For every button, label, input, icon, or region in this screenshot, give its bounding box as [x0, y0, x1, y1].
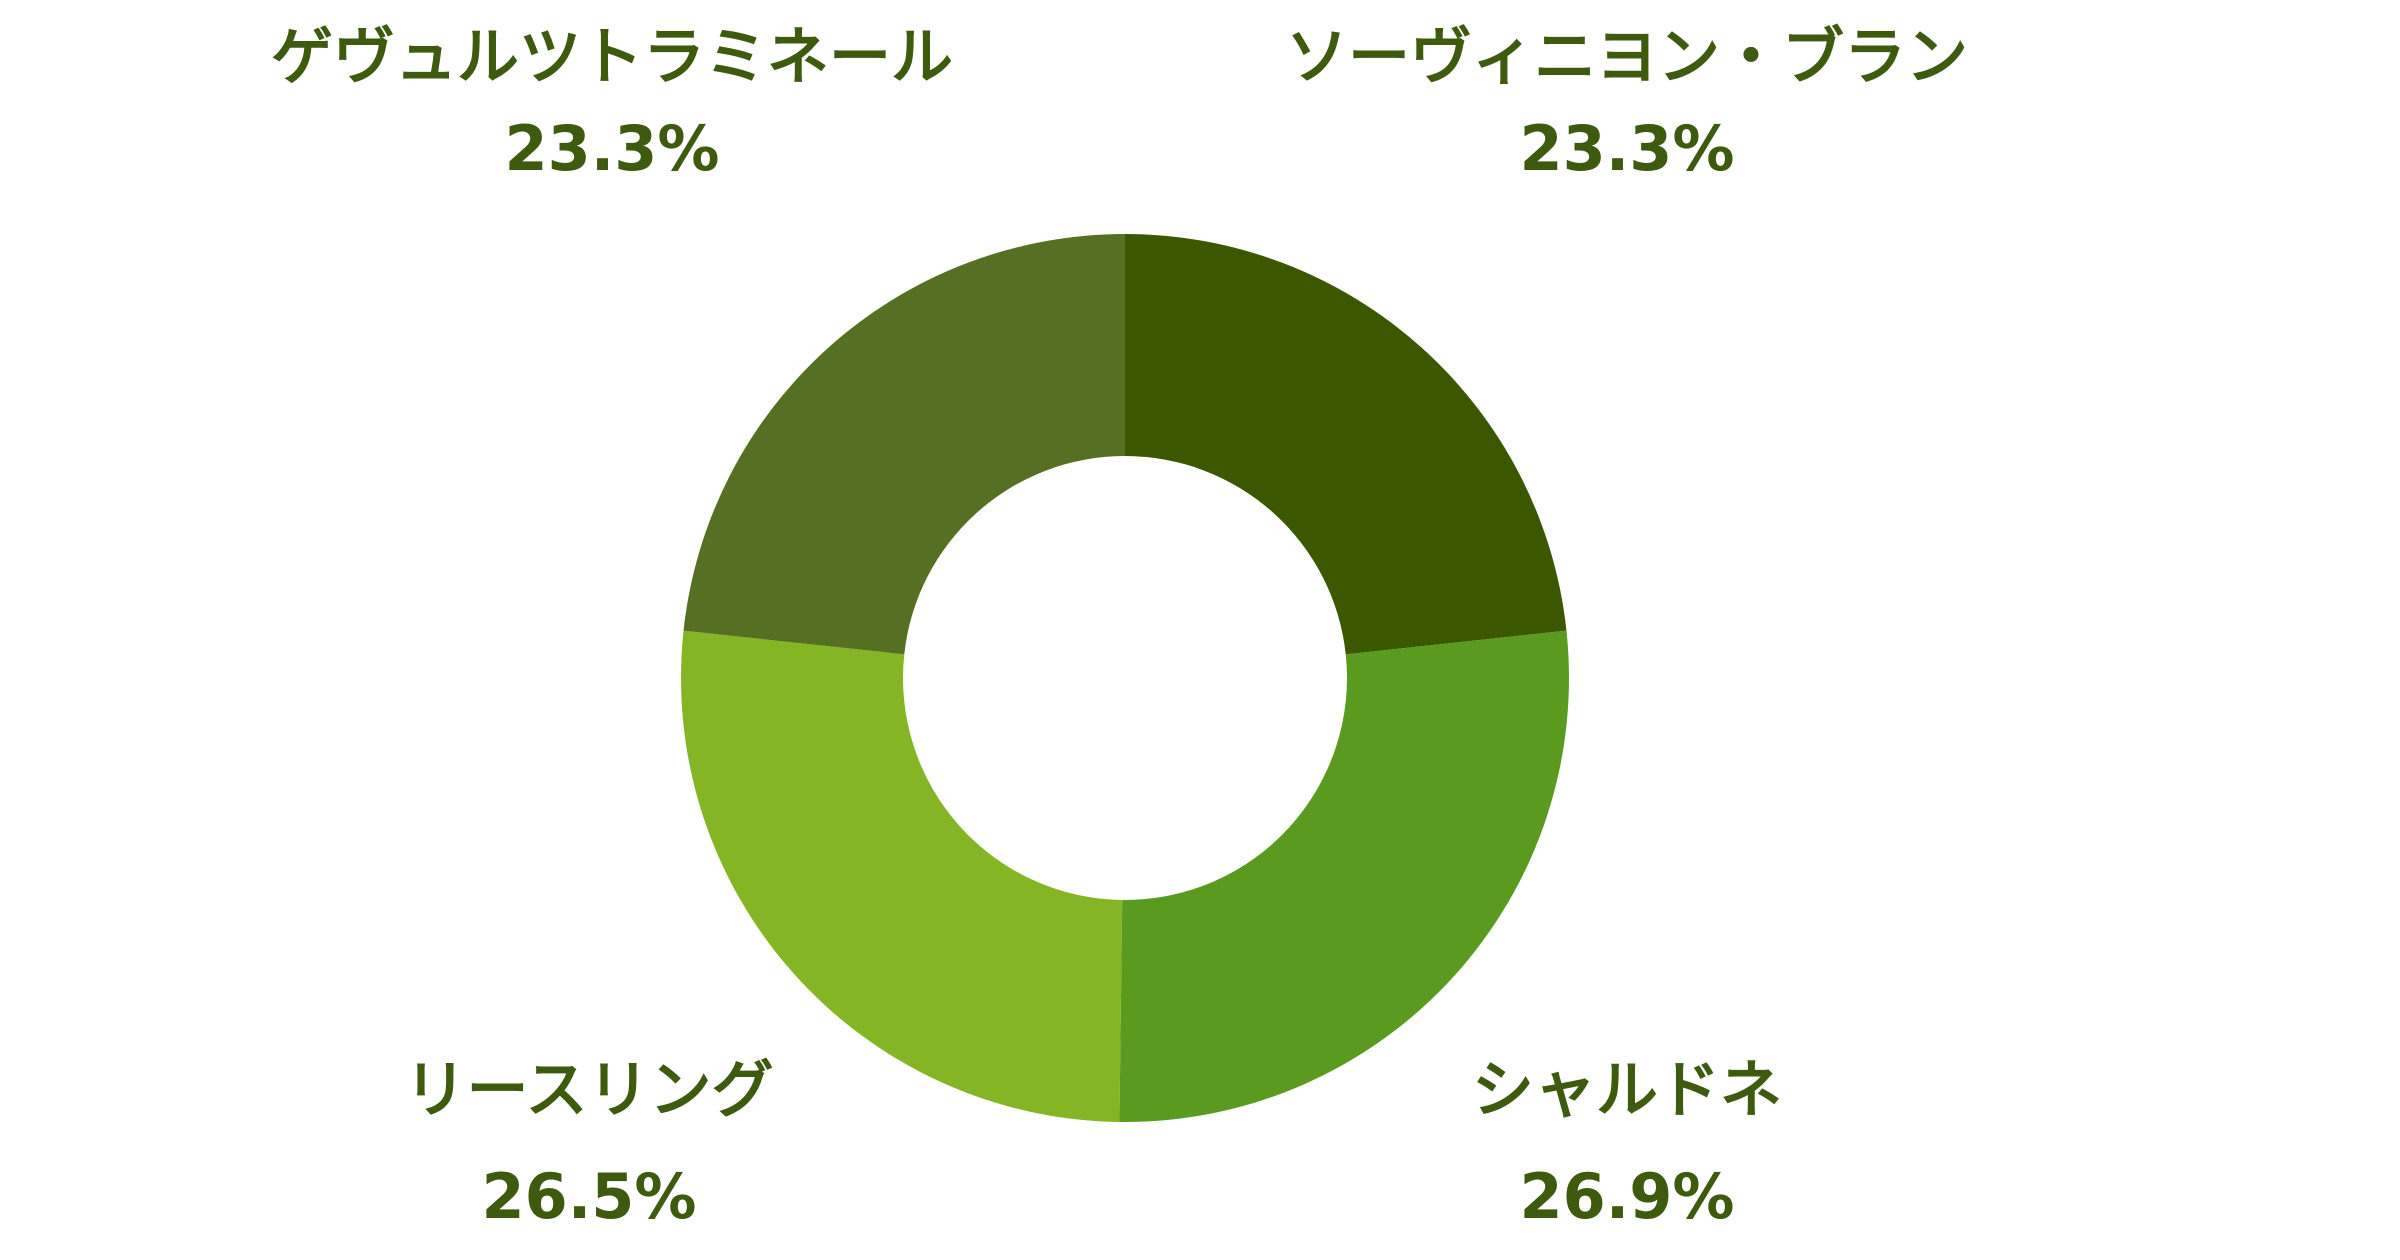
- segment-value-label: 26.9%: [1519, 1160, 1734, 1233]
- segment-label: ソーヴィニヨン・ブラン: [1286, 20, 1968, 93]
- segment-value-label: 23.3%: [1519, 112, 1734, 185]
- segment-value-label: 26.5%: [481, 1160, 696, 1233]
- segment-label: リースリング: [405, 1053, 774, 1126]
- segment-label: シャルドネ: [1472, 1053, 1782, 1126]
- segment-label: ゲヴュルツトラミネール: [271, 20, 953, 93]
- donut-segment: [683, 234, 1125, 655]
- donut-segment: [1125, 234, 1567, 655]
- segment-value-label: 23.3%: [504, 112, 719, 185]
- donut-segment: [681, 630, 1123, 1122]
- donut-segment: [1119, 630, 1569, 1122]
